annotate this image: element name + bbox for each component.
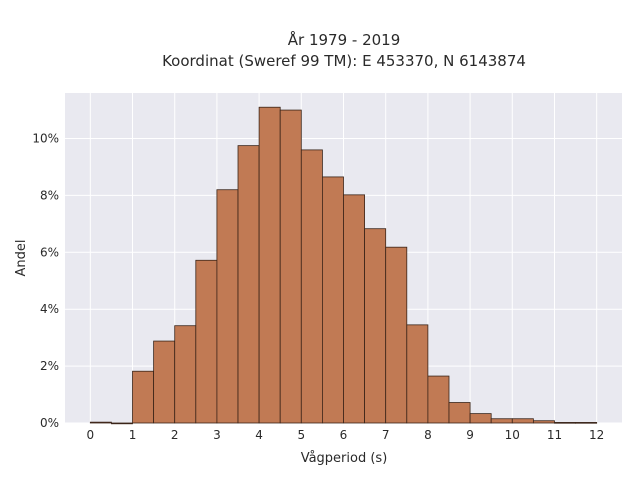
x-tick-label: 11: [547, 428, 562, 442]
histogram-bar: [343, 194, 365, 424]
x-tick-labels: 0 1 2 3 4 5 6 7 8 9 10 11 12: [86, 428, 604, 442]
histogram-bar: [153, 340, 176, 424]
histogram-bar: [469, 413, 492, 424]
x-tick-label: 10: [505, 428, 520, 442]
histogram-bar: [322, 176, 344, 424]
histogram-bar: [300, 149, 323, 424]
x-tick-label: 7: [382, 428, 390, 442]
y-tick-label: 8%: [40, 188, 59, 202]
histogram-bar: [406, 324, 429, 424]
x-tick-label: 5: [297, 428, 305, 442]
y-tick-label: 2%: [40, 359, 59, 373]
y-axis-label: Andel: [14, 240, 29, 277]
histogram-bar: [111, 422, 133, 425]
chart-title-line-2: Koordinat (Sweref 99 TM): E 453370, N 61…: [162, 52, 526, 70]
histogram-bar: [279, 109, 302, 424]
x-tick-label: 1: [129, 428, 137, 442]
bars: [89, 106, 598, 425]
x-tick-label: 6: [340, 428, 348, 442]
histogram-bar: [532, 420, 555, 424]
y-tick-label: 10%: [32, 132, 59, 146]
histogram-bar: [237, 145, 260, 424]
histogram-bar: [427, 375, 450, 424]
histogram-bar: [195, 259, 218, 424]
x-tick-label: 8: [424, 428, 432, 442]
x-tick-label: 9: [466, 428, 474, 442]
histogram-bar: [554, 422, 576, 424]
x-tick-label: 4: [255, 428, 263, 442]
histogram-bar: [174, 325, 197, 424]
x-axis-label: Vågperiod (s): [301, 451, 388, 466]
x-tick-label: 12: [589, 428, 604, 442]
histogram-bar: [575, 422, 598, 424]
x-tick-label: 3: [213, 428, 221, 442]
x-tick-label: 2: [171, 428, 179, 442]
y-tick-labels: 0% 2% 4% 6% 8% 10%: [32, 132, 59, 430]
histogram-bar: [448, 402, 471, 424]
y-tick-label: 6%: [40, 245, 59, 259]
y-tick-label: 4%: [40, 302, 59, 316]
histogram-bar: [385, 246, 408, 424]
histogram-bar: [132, 370, 155, 424]
histogram-bar: [258, 106, 281, 424]
chart-title-line-1: År 1979 - 2019: [288, 30, 401, 49]
histogram-bar: [511, 418, 534, 424]
histogram-bar: [490, 418, 513, 424]
histogram-bar: [89, 421, 112, 424]
y-tick-label: 0%: [40, 416, 59, 430]
histogram-bar: [216, 189, 239, 424]
x-tick-label: 0: [86, 428, 94, 442]
histogram-bar: [364, 228, 387, 424]
